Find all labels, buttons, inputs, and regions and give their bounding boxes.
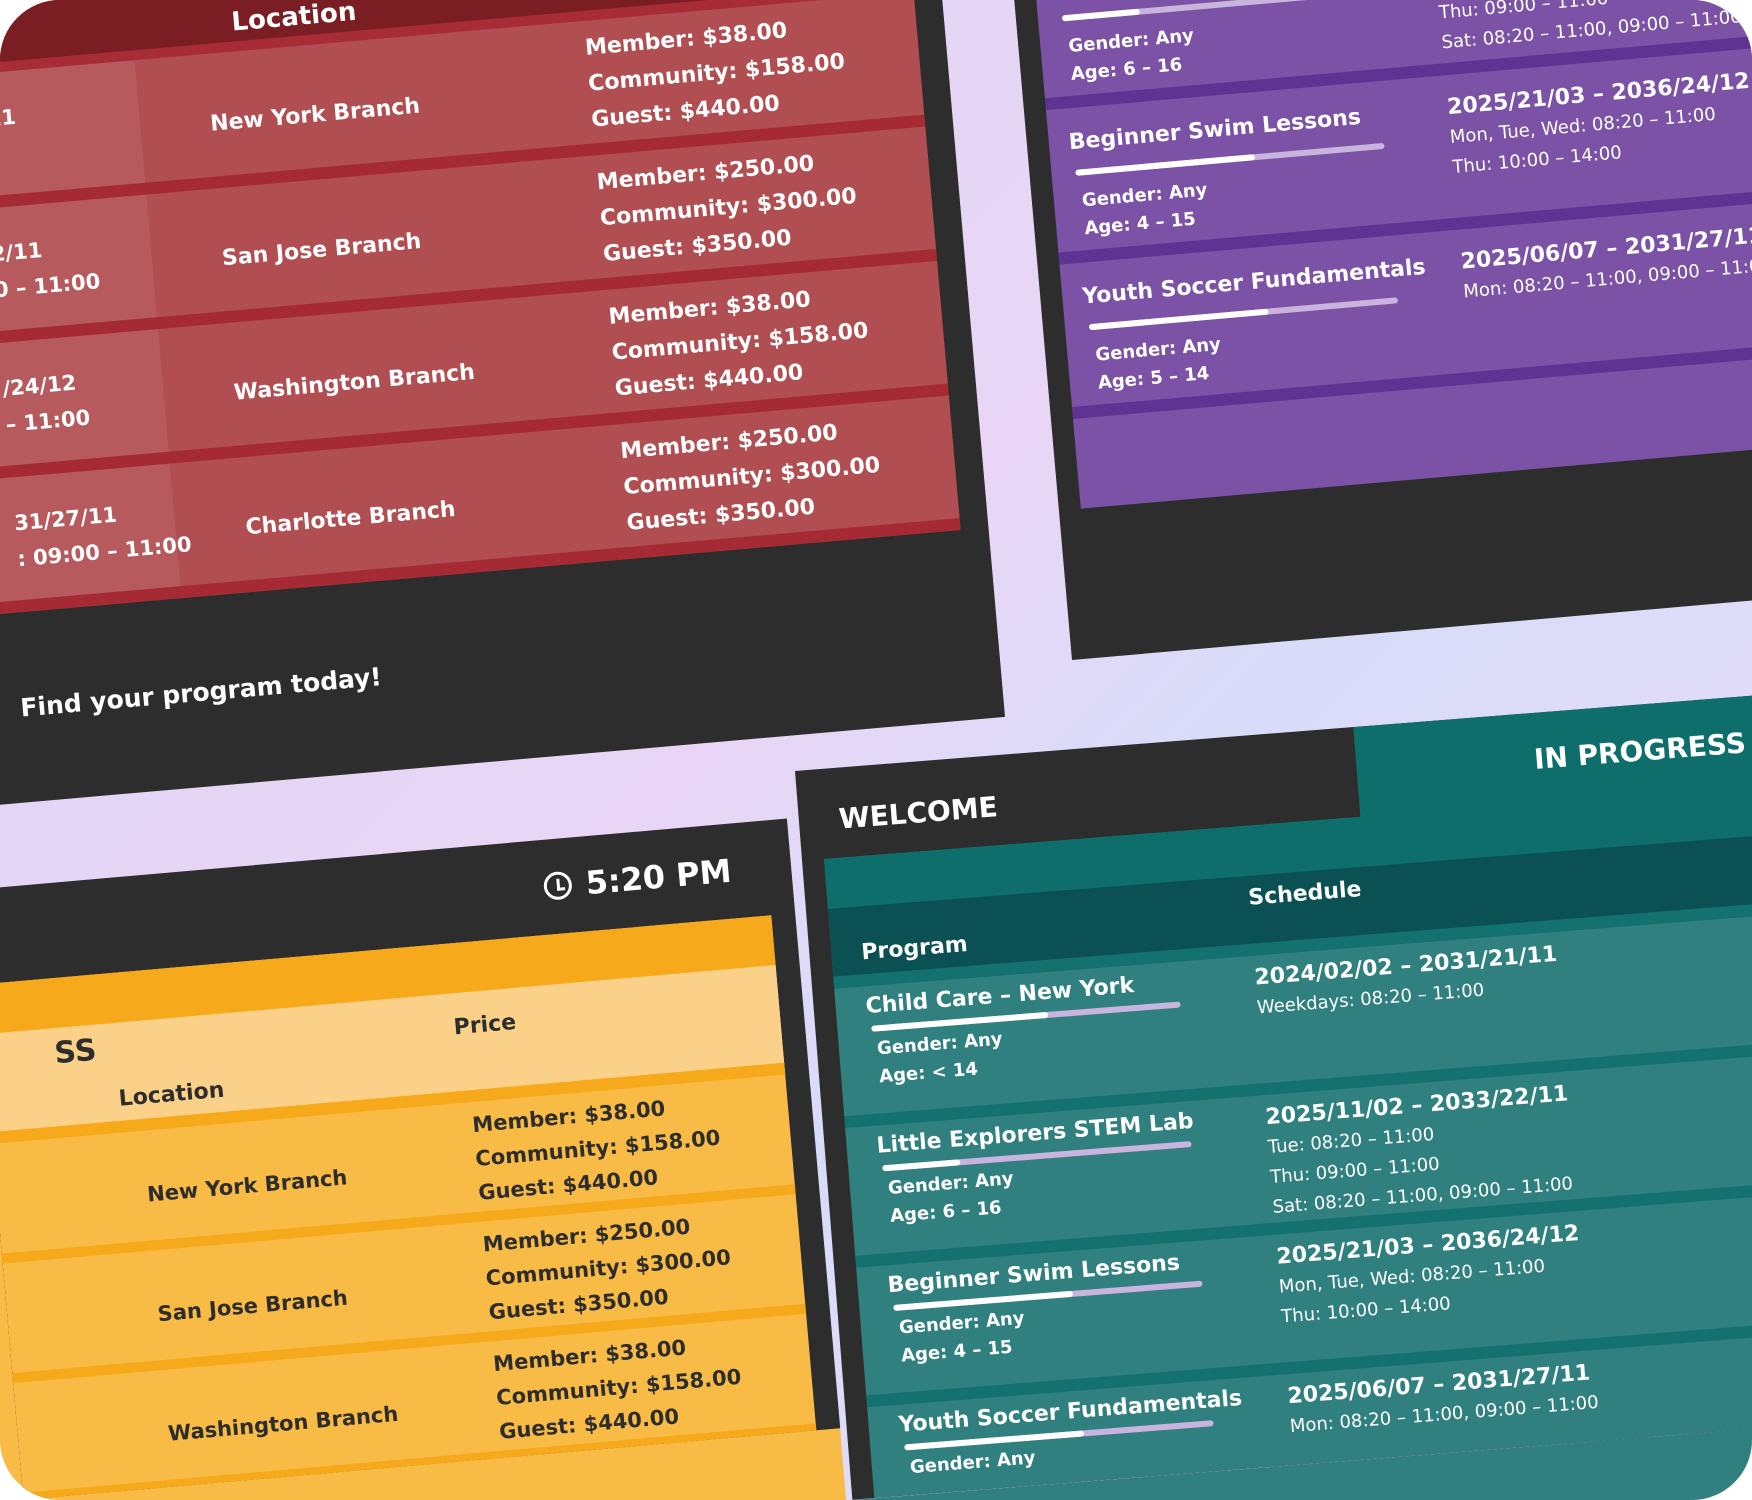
schedule-cell: /11 (0, 99, 17, 138)
price-cell: Member: $38.00 Community: $158.00 Guest: $… (584, 8, 850, 138)
location-header: Location (230, 0, 358, 38)
schedule-header: Schedule (1247, 876, 1363, 911)
eligibility: Gender: Any Age: 4 – 15 (898, 1305, 1028, 1371)
eligibility: Gender: Any Age: < 14 (876, 1026, 1006, 1092)
eligibility: Gender: Any Age: 4 – 15 (1081, 176, 1211, 243)
eligibility: Gender: Any Age: 6 – 16 (887, 1165, 1017, 1231)
eligibility: Gender: Any (909, 1444, 1037, 1482)
teal-kiosk-screen: WELCOME IN PROGRESS Program Schedule Chi… (795, 684, 1752, 1500)
price-header: Price (452, 1009, 518, 1041)
red-kiosk-screen: Location /11 New York Branch Member: $38.0… (0, 0, 1006, 832)
price-cell: Member: $250.00 Community: $300.00 Guest: … (619, 412, 885, 542)
schedule-cell: 2/11 0 – 11:00 (0, 227, 102, 308)
gender: Gender: Any (909, 1447, 1037, 1479)
welcome-title: WELCOME (837, 790, 999, 836)
price-cell: Member: $38.00 Community: $158.00 Guest: $… (492, 1326, 746, 1449)
schedule-cell: /24/12– 11:00 (1, 364, 92, 443)
price-cell: Member: $38.00 Community: $158.00 Guest: $… (471, 1087, 725, 1210)
schedule-line: /11 (0, 104, 17, 132)
price-cell: Member: $250.00 Community: $300.00 Guest: … (481, 1206, 735, 1329)
program-header: Program (860, 932, 969, 966)
progress-fill (1075, 154, 1255, 176)
price-cell: Member: $250.00 Community: $300.00 Guest: … (595, 143, 861, 273)
eligibility: Gender: Any Age: 5 – 14 (1094, 331, 1224, 398)
schedule-cell: 2024/02/02 – 2031/21/11 Weekdays: 08:20 –… (1254, 940, 1561, 1024)
clock: 5:20 PM (542, 852, 733, 906)
progress-bar (1061, 0, 1372, 22)
section-title: SS (53, 1032, 98, 1072)
location-header: Location (117, 1077, 226, 1112)
location-cell: New York Branch (146, 1165, 349, 1207)
schedule-cell: 2025/06/07 – 2031/27/11 Mon: 08:20 – 11:0… (1286, 1358, 1600, 1442)
program-name: Little Explorers STEM Lab (1054, 0, 1373, 1)
location-cell: New York Branch (209, 93, 421, 137)
location-cell: Charlotte Branch (244, 496, 457, 541)
location-cell: San Jose Branch (221, 228, 423, 272)
location-cell: Washington Branch (167, 1401, 400, 1446)
schedule-line: – 11:00 (4, 405, 92, 437)
time-display: 5:20 PM (584, 851, 733, 903)
eligibility: Gender: Any Age: 6 – 16 (1067, 22, 1197, 89)
location-cell: San Jose Branch (156, 1285, 349, 1327)
price-cell: Member: $38.00 Community: $158.00 Guest: $… (607, 277, 873, 407)
schedule-cell: 31/27/11: 09:00 – 11:00 (13, 490, 193, 577)
progress-fill (1061, 8, 1140, 22)
schedule-line: 0 – 11:00 (0, 269, 102, 303)
location-cell: Washington Branch (232, 359, 476, 406)
footer-tagline: Find your program today! (19, 662, 383, 723)
schedule-cell: 2025/21/03 – 2036/24/12 Mon, Tue, Wed: 08… (1446, 67, 1752, 183)
clock-icon (542, 870, 574, 901)
yellow-kiosk-screen: 5:20 PM SS Price Location New York Branc… (0, 818, 841, 1500)
progress-fill (1088, 308, 1269, 331)
schedule-cell: 2025/21/03 – 2036/24/12 Mon, Tue, Wed: 08… (1275, 1219, 1585, 1333)
schedule-cell: 2025/06/07 – 2031/27/11 Mon: 08:20 – 11:0… (1460, 221, 1752, 308)
